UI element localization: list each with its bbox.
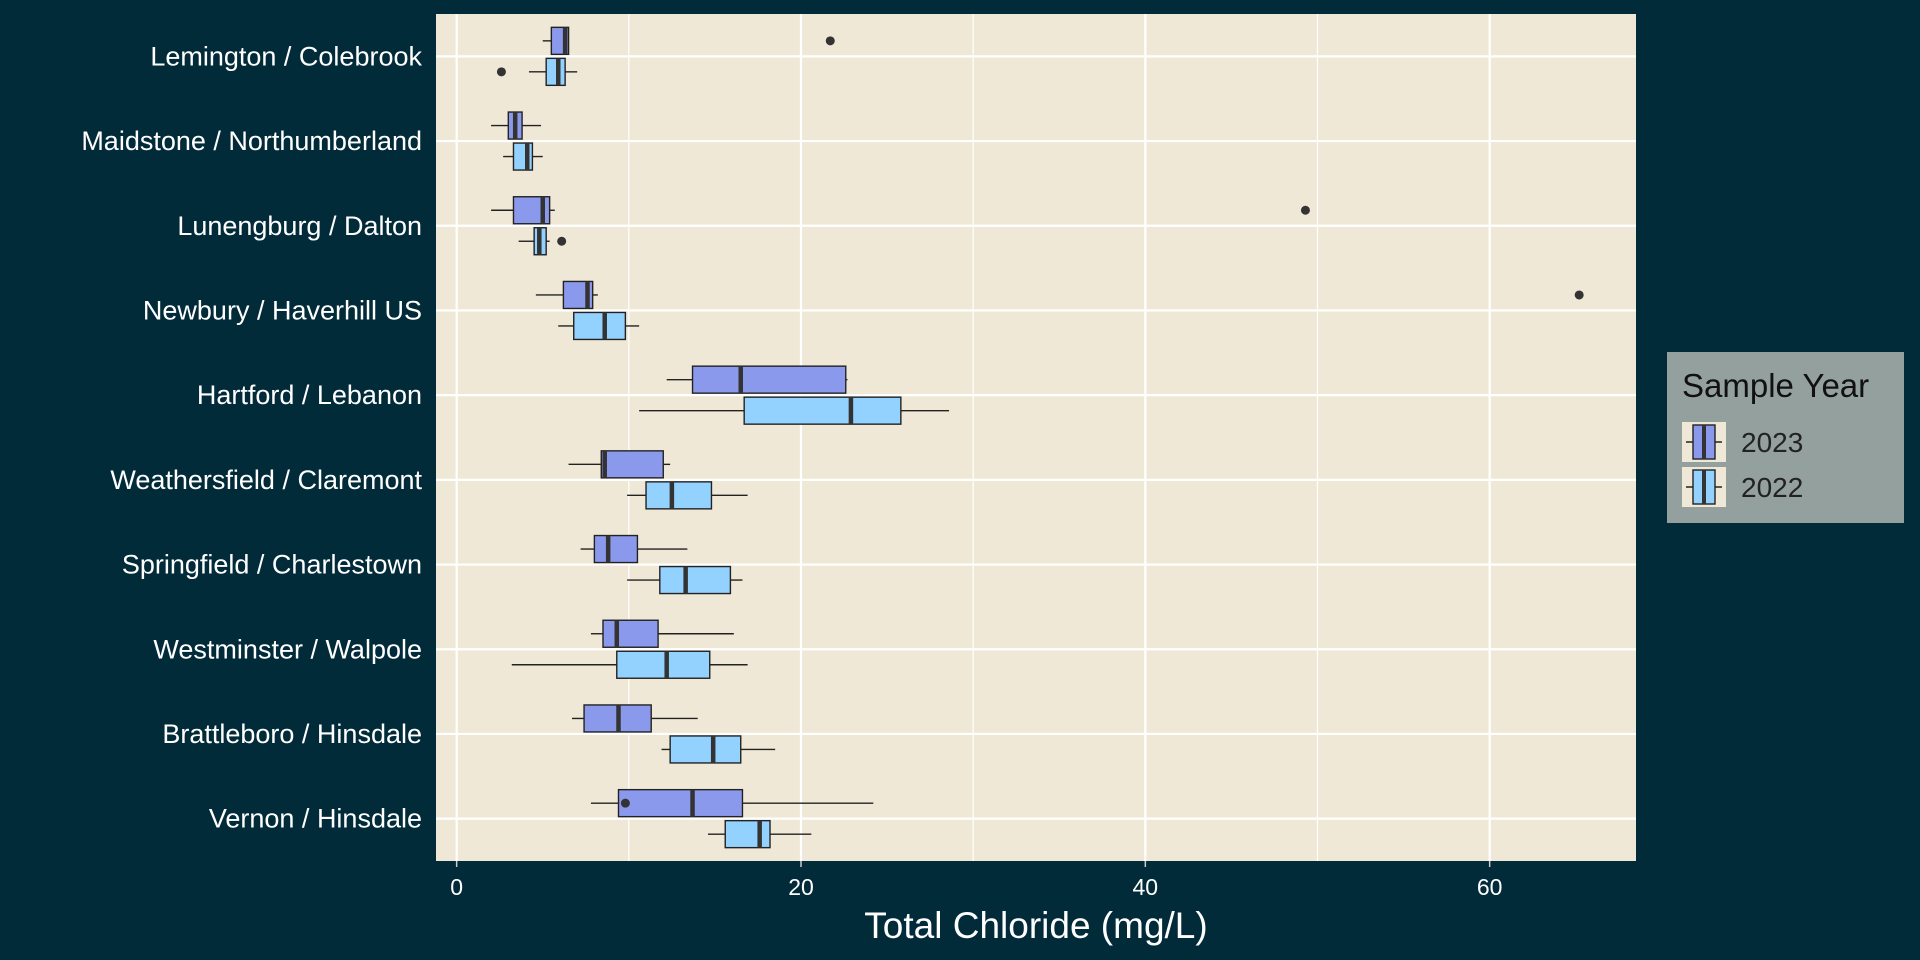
y-tick-label: Westminster / Walpole [153, 634, 422, 664]
grid-lines [436, 14, 1636, 861]
iqr-box [743, 396, 902, 425]
box-2022-7 [511, 650, 748, 679]
iqr-box [600, 450, 664, 479]
box-2023-1 [491, 111, 542, 140]
y-tick-label: Lunengburg / Dalton [177, 211, 422, 241]
iqr-box [593, 534, 639, 564]
outlier-point [1300, 205, 1310, 215]
iqr-box [573, 311, 627, 341]
box-2022-5 [627, 481, 748, 510]
outlier-point [496, 67, 506, 77]
box-2022-2 [518, 227, 567, 256]
box-2023-9 [590, 788, 874, 818]
box-2022-9 [708, 819, 812, 849]
iqr-box [669, 735, 742, 764]
y-tick-label: Newbury / Haverhill US [143, 295, 422, 325]
iqr-box [691, 365, 847, 394]
legend-item-2022: 2022 [1682, 467, 1803, 507]
box-2023-6 [580, 534, 688, 564]
x-tick-label: 40 [1133, 874, 1159, 900]
y-axis-tick-labels: Lemington / Colebrook Maidstone / Northum… [81, 41, 422, 833]
legend-item-2023: 2023 [1682, 422, 1803, 462]
box-2023-7 [590, 619, 734, 648]
iqr-box [617, 788, 744, 818]
box-2022-4 [639, 396, 950, 425]
outlier-point [557, 236, 567, 246]
legend: Sample Year 2023 2022 [1667, 352, 1904, 523]
box-2022-3 [558, 311, 640, 341]
box-2023-5 [568, 450, 671, 479]
iqr-box [545, 57, 566, 87]
y-tick-label: Maidstone / Northumberland [81, 126, 422, 156]
y-tick-label: Vernon / Hinsdale [209, 804, 422, 834]
box-2023-3 [535, 280, 1584, 310]
y-tick-label: Hartford / Lebanon [197, 380, 422, 410]
outlier-point [1574, 290, 1584, 300]
boxplot-marks [491, 26, 1584, 849]
y-tick-label: Weathersfield / Claremont [110, 465, 422, 495]
iqr-box [659, 565, 732, 595]
box-2022-8 [661, 735, 776, 764]
iqr-box [724, 819, 771, 849]
x-tick-label: 60 [1477, 874, 1503, 900]
box-2023-2 [491, 196, 1310, 225]
outlier-point [825, 36, 835, 46]
y-tick-label: Springfield / Charlestown [122, 550, 422, 580]
x-tick-label: 20 [788, 874, 814, 900]
box-2022-6 [627, 565, 743, 595]
legend-label: 2022 [1741, 472, 1803, 503]
legend-title: Sample Year [1682, 367, 1869, 404]
x-axis-title: Total Chloride (mg/L) [864, 905, 1207, 946]
box-2022-1 [503, 142, 543, 171]
x-tick-label: 0 [450, 874, 463, 900]
iqr-box [602, 619, 659, 648]
y-tick-label: Brattleboro / Hinsdale [162, 719, 422, 749]
x-axis-tick-labels: 0 20 40 60 [450, 861, 1502, 900]
legend-items: 2023 2022 [1682, 422, 1803, 507]
box-2023-4 [666, 365, 848, 394]
legend-label: 2023 [1741, 427, 1803, 458]
box-2023-8 [572, 704, 698, 733]
box-2022-0 [496, 57, 578, 87]
iqr-box [616, 650, 711, 679]
y-tick-label: Lemington / Colebrook [150, 41, 422, 71]
iqr-box [512, 142, 534, 171]
iqr-box [645, 481, 713, 510]
outlier-point [620, 798, 630, 808]
box-2023-0 [542, 26, 835, 56]
